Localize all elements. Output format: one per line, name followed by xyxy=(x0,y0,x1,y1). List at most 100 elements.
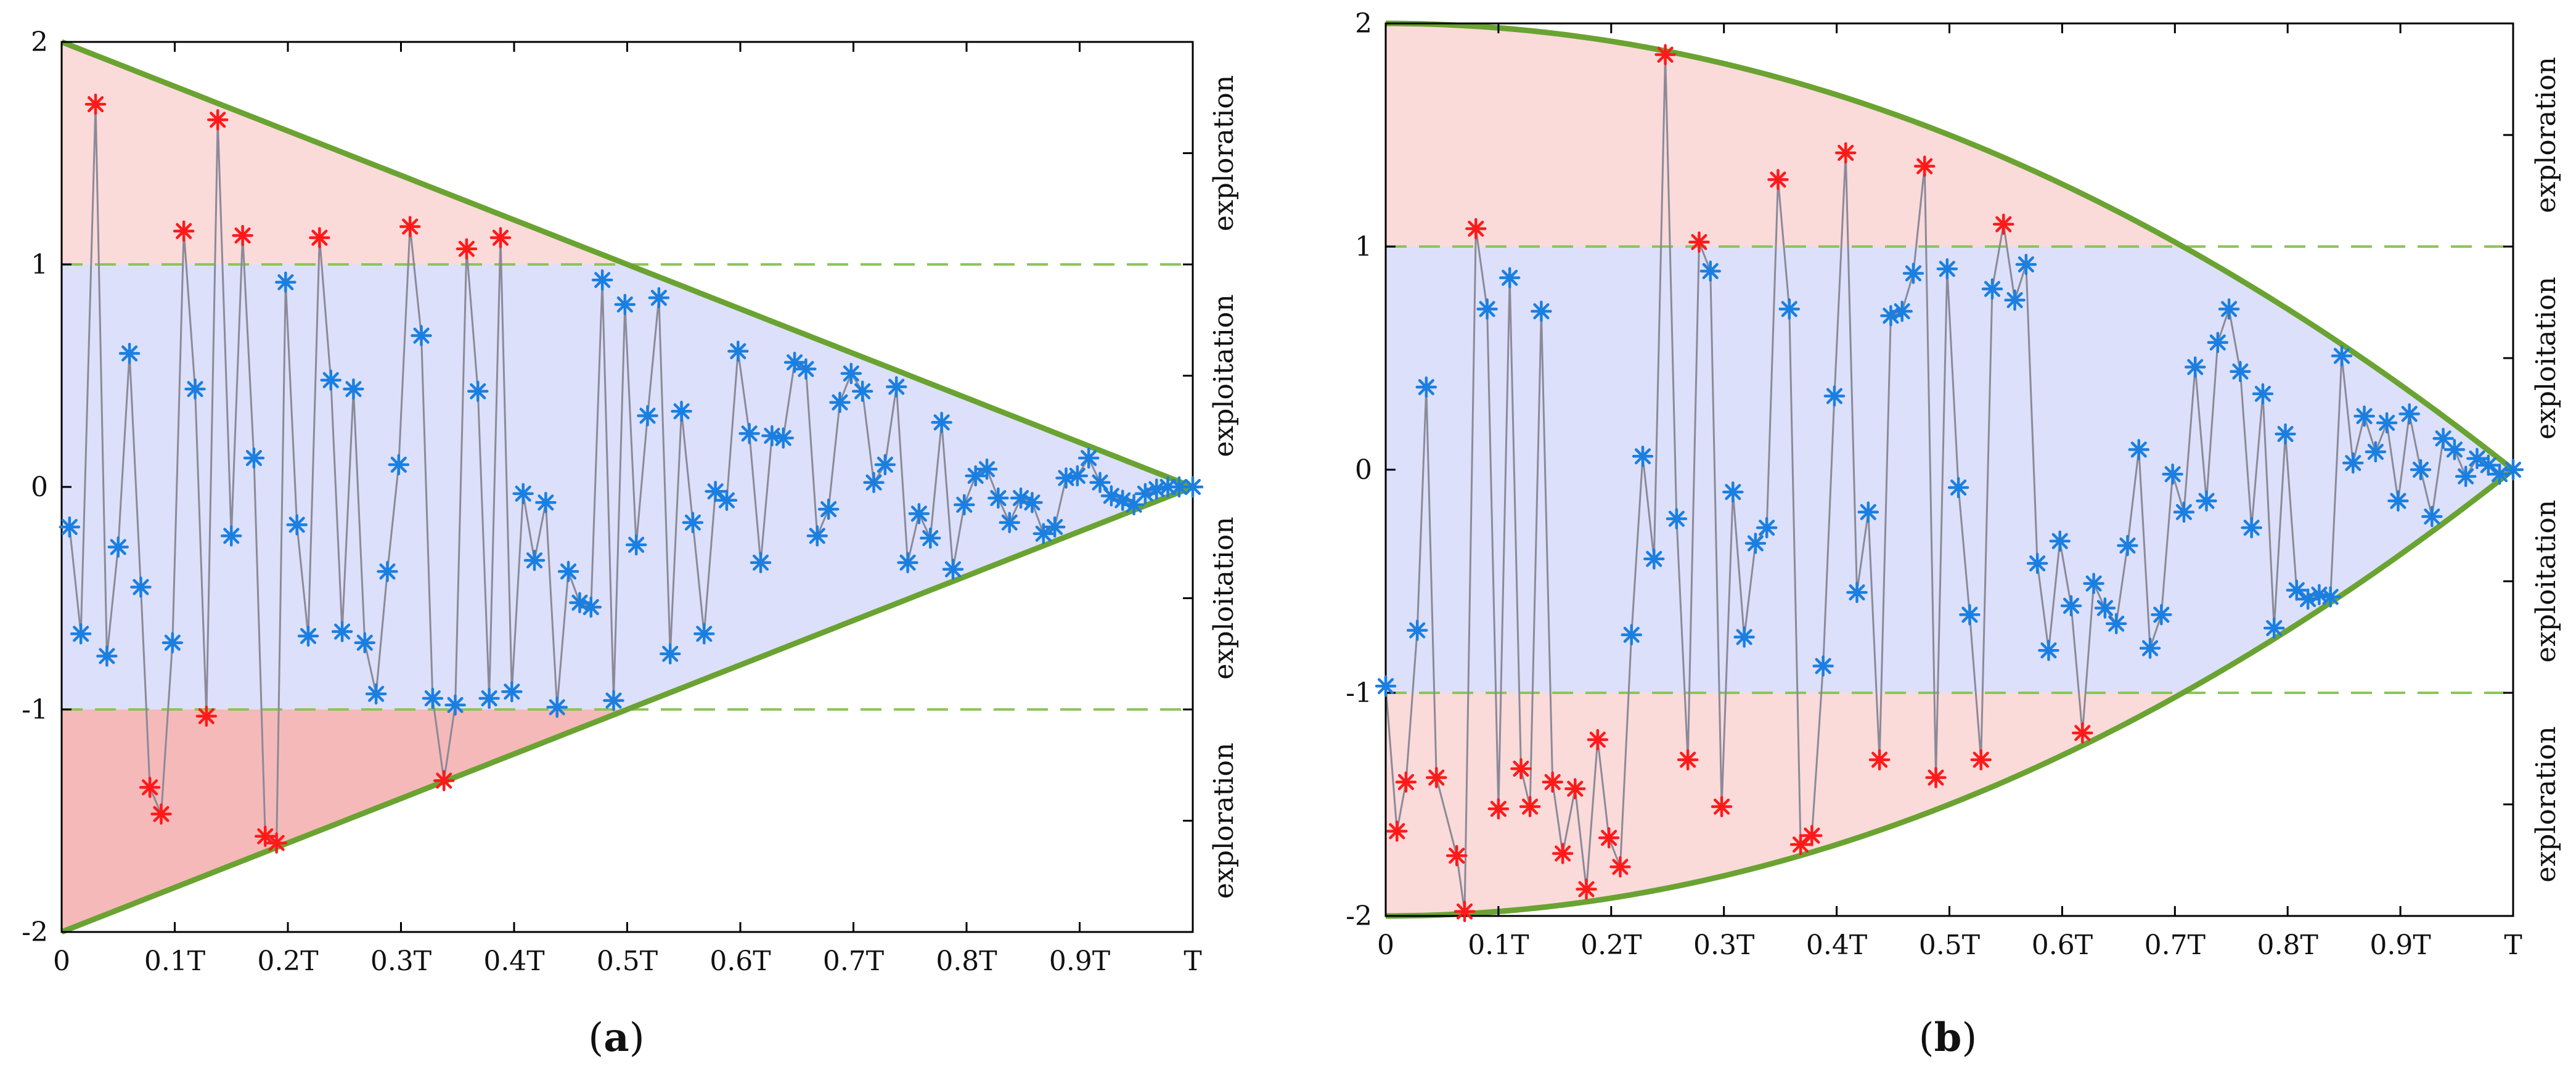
lower-boundary-curve xyxy=(60,484,1194,935)
data-point-marker xyxy=(1621,624,1642,646)
data-point-marker xyxy=(2432,428,2454,449)
data-point-exploitation xyxy=(1778,298,1801,320)
data-point-marker xyxy=(221,525,242,547)
data-point-exploration xyxy=(1688,231,1710,253)
data-point-exploration xyxy=(1510,758,1532,780)
data-point-marker xyxy=(648,287,670,309)
data-point-marker xyxy=(1868,749,1891,770)
data-point-marker xyxy=(206,109,229,131)
data-point-exploitation xyxy=(908,503,930,525)
data-point-exploration xyxy=(1564,778,1586,799)
data-point-exploration xyxy=(1914,155,1936,177)
data-point-exploration xyxy=(309,227,330,248)
data-point-exploitation xyxy=(512,483,534,505)
data-point-exploitation xyxy=(772,427,794,449)
series-connector-line xyxy=(68,104,1193,845)
data-point-exploitation xyxy=(354,632,376,653)
data-point-exploitation xyxy=(829,391,851,414)
data-point-marker xyxy=(2151,604,2172,626)
data-point-marker xyxy=(1395,771,1417,793)
data-point-marker xyxy=(1168,476,1190,498)
data-point-marker xyxy=(2421,505,2443,528)
data-point-marker xyxy=(130,576,152,598)
data-point-marker xyxy=(1445,845,1468,867)
region-label-exploration: exploration xyxy=(1208,75,1240,231)
data-point-exploitation xyxy=(2015,253,2037,276)
data-point-exploitation xyxy=(920,527,941,549)
data-point-exploitation xyxy=(693,623,715,645)
data-point-marker xyxy=(659,643,681,664)
data-point-exploitation xyxy=(297,625,319,647)
data-point-exploitation xyxy=(976,458,998,480)
data-point-marker xyxy=(1134,483,1156,505)
data-point-exploitation xyxy=(1959,604,1981,626)
data-point-marker xyxy=(523,549,546,571)
data-point-exploitation xyxy=(2173,501,2195,523)
data-point-marker xyxy=(1552,843,1574,864)
data-point-exploitation xyxy=(2353,405,2375,427)
data-point-marker xyxy=(139,777,161,798)
data-point-exploitation xyxy=(1880,304,1902,327)
data-point-exploitation xyxy=(2083,573,2104,594)
data-point-exploitation xyxy=(659,643,681,664)
data-point-marker xyxy=(243,447,265,469)
data-point-exploitation xyxy=(286,514,308,536)
data-point-exploitation xyxy=(580,596,602,618)
data-point-exploitation xyxy=(1066,465,1089,487)
data-point-marker xyxy=(1993,213,2014,235)
data-point-marker xyxy=(772,427,794,449)
data-point-exploitation xyxy=(637,405,658,427)
data-point-marker xyxy=(255,825,276,848)
data-point-exploitation xyxy=(243,447,265,469)
data-point-exploitation xyxy=(931,412,952,433)
chart-panel-b: 0 0.1T 0.2T 0.3T 0.4T 0.5T 0.6T 0.7T 0.8T 0.9T T 2 1… xyxy=(1346,8,2562,961)
data-point-exploitation xyxy=(1146,478,1167,500)
region-label-exploitation: exploitation xyxy=(2530,277,2562,439)
data-point-exploitation xyxy=(1947,476,1969,499)
data-point-marker xyxy=(2466,447,2488,470)
data-point-marker xyxy=(2286,579,2308,601)
data-point-exploitation xyxy=(1134,483,1156,505)
data-point-exploitation xyxy=(1632,446,1654,467)
data-point-marker xyxy=(920,527,941,549)
data-point-exploitation xyxy=(1621,624,1642,646)
data-point-exploitation xyxy=(2488,463,2511,485)
data-point-exploration xyxy=(139,777,161,798)
data-point-exploitation xyxy=(851,380,873,402)
data-point-marker xyxy=(1454,901,1476,923)
data-point-exploitation xyxy=(569,592,591,613)
data-point-marker xyxy=(2320,586,2341,608)
data-point-exploitation xyxy=(2049,530,2071,552)
exploitation-region-fill xyxy=(1386,247,2513,693)
data-point-exploitation xyxy=(987,487,1009,509)
data-point-marker xyxy=(693,623,715,645)
data-point-exploitation xyxy=(795,358,817,380)
chart-panel-a: 0 0.1T 0.2T 0.3T 0.4T 0.5T 0.6T 0.7T 0.8T 0.9T T 2 1… xyxy=(22,27,1240,977)
data-point-marker xyxy=(433,770,455,791)
data-point-marker xyxy=(1100,485,1122,507)
data-point-exploitation xyxy=(2421,505,2443,528)
data-point-exploitation xyxy=(523,549,546,571)
data-point-marker xyxy=(931,412,952,433)
data-point-marker xyxy=(1744,533,1767,554)
data-point-exploitation xyxy=(1010,487,1032,509)
data-point-exploitation xyxy=(377,560,398,582)
data-point-exploitation xyxy=(1857,501,1879,523)
data-point-marker xyxy=(2502,459,2524,481)
data-point-exploitation xyxy=(885,376,907,398)
data-point-marker xyxy=(232,224,253,247)
data-point-exploitation xyxy=(2455,465,2477,488)
x-tick-label: 0.1T xyxy=(1468,930,1529,961)
x-tick-label: 0.9T xyxy=(1049,946,1110,977)
data-point-marker xyxy=(1857,501,1879,523)
data-point-exploitation xyxy=(1123,494,1145,516)
data-point-marker xyxy=(1902,263,1924,284)
data-point-marker xyxy=(1925,767,1947,788)
data-point-marker xyxy=(266,832,287,854)
data-point-exploitation xyxy=(467,380,489,402)
data-point-exploitation xyxy=(682,512,704,534)
data-point-marker xyxy=(1722,481,1744,503)
y-tick-label: 2 xyxy=(1355,8,1372,39)
upper-boundary-curve xyxy=(60,39,1194,490)
data-point-exploitation xyxy=(107,536,129,558)
